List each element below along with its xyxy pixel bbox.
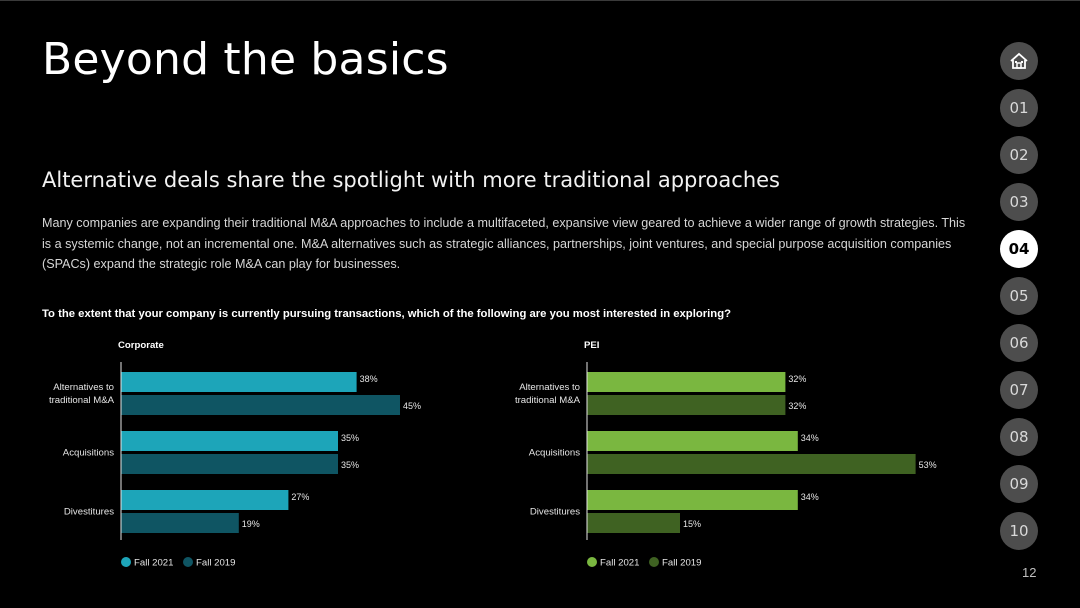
legend-swatch (649, 557, 659, 567)
data-label: 38% (360, 374, 378, 384)
data-label: 15% (683, 519, 701, 529)
data-label: 32% (788, 374, 806, 384)
nav-section-09[interactable]: 09 (1000, 465, 1038, 503)
page-number: 12 (1022, 565, 1037, 580)
data-label: 19% (242, 519, 260, 529)
data-label: 27% (291, 492, 309, 502)
legend-label: Fall 2019 (196, 558, 235, 569)
bar-corporate-2021-2 (121, 490, 289, 510)
data-label: 32% (788, 401, 806, 411)
top-divider (0, 0, 1080, 1)
category-label: Alternatives to (53, 382, 114, 393)
nav-section-07[interactable]: 07 (1000, 371, 1038, 409)
chart-title: Corporate (118, 340, 164, 351)
legend-swatch (121, 557, 131, 567)
legend-swatch (183, 557, 193, 567)
nav-section-01[interactable]: 01 (1000, 89, 1038, 127)
nav-section-04[interactable]: 04 (1000, 230, 1038, 268)
bar-pei-2019-0 (587, 395, 786, 415)
data-label: 35% (341, 433, 359, 443)
bar-corporate-2021-0 (121, 372, 357, 392)
survey-question: To the extent that your company is curre… (42, 308, 731, 320)
legend-label: Fall 2021 (134, 558, 173, 569)
data-label: 45% (403, 401, 421, 411)
home-icon (1010, 52, 1028, 69)
legend-swatch (587, 557, 597, 567)
section-subtitle: Alternative deals share the spotlight wi… (42, 168, 780, 192)
legend-label: Fall 2019 (662, 558, 701, 569)
data-label: 34% (801, 433, 819, 443)
nav-section-03[interactable]: 03 (1000, 183, 1038, 221)
bar-corporate-2019-1 (121, 454, 338, 474)
bar-corporate-2019-0 (121, 395, 400, 415)
chart-title: PEI (584, 340, 600, 351)
category-label: Acquisitions (529, 448, 580, 459)
nav-section-08[interactable]: 08 (1000, 418, 1038, 456)
nav-section-06[interactable]: 06 (1000, 324, 1038, 362)
category-label: Acquisitions (63, 448, 114, 459)
bar-pei-2019-2 (587, 513, 680, 533)
home-button[interactable] (1000, 42, 1038, 80)
bar-pei-2021-2 (587, 490, 798, 510)
category-label: traditional M&A (515, 395, 581, 406)
data-label: 34% (801, 492, 819, 502)
bar-pei-2019-1 (587, 454, 916, 474)
category-label: Alternatives to (519, 382, 580, 393)
page-title: Beyond the basics (42, 34, 449, 85)
nav-section-02[interactable]: 02 (1000, 136, 1038, 174)
data-label: 35% (341, 460, 359, 470)
data-label: 53% (919, 460, 937, 470)
intro-paragraph: Many companies are expanding their tradi… (42, 216, 966, 271)
category-label: traditional M&A (49, 395, 115, 406)
bar-corporate-2019-2 (121, 513, 239, 533)
category-label: Divestitures (64, 507, 114, 518)
nav-section-05[interactable]: 05 (1000, 277, 1038, 315)
legend-label: Fall 2021 (600, 558, 639, 569)
bar-corporate-2021-1 (121, 431, 338, 451)
bar-pei-2021-0 (587, 372, 786, 392)
nav-section-10[interactable]: 10 (1000, 512, 1038, 550)
charts-area: Corporate 38% 45% Alternatives to traditiona… (49, 340, 937, 569)
bar-pei-2021-1 (587, 431, 798, 451)
category-label: Divestitures (530, 507, 580, 518)
